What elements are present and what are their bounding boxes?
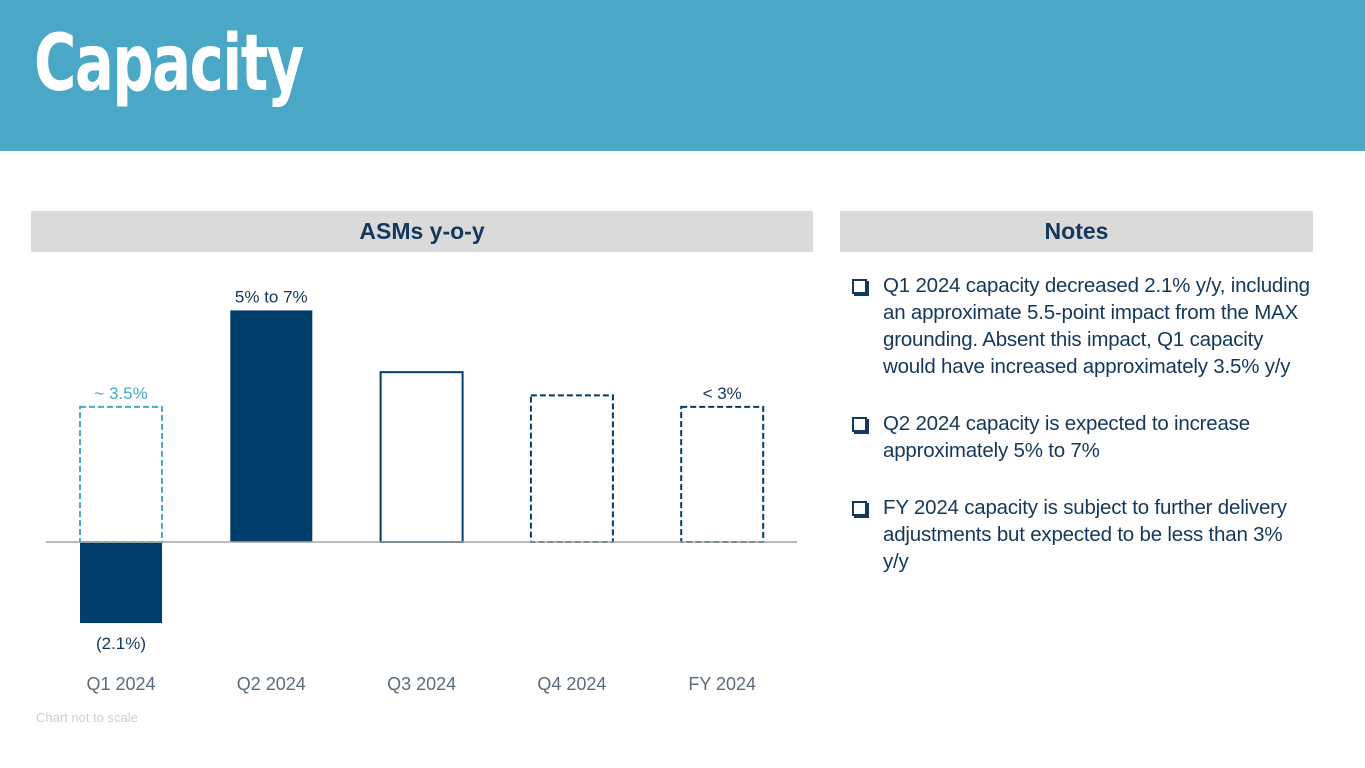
page-title: Capacity <box>34 19 304 109</box>
bar-q4-2024-dashed <box>529 394 614 543</box>
note-item: FY 2024 capacity is subject to further d… <box>852 494 1312 575</box>
data-label: ~ 3.5% <box>94 384 147 403</box>
x-tick-label: FY 2024 <box>688 674 756 694</box>
data-label: 5% to 7% <box>235 287 308 306</box>
chart-panel-title: ASMs y-o-y <box>31 211 813 252</box>
note-item: Q2 2024 capacity is expected to increase… <box>852 410 1312 464</box>
bar-q3-2024-outline <box>379 371 464 543</box>
notes-list: Q1 2024 capacity decreased 2.1% y/y, inc… <box>852 272 1312 605</box>
note-item: Q1 2024 capacity decreased 2.1% y/y, inc… <box>852 272 1312 380</box>
x-tick-label: Q2 2024 <box>237 674 306 694</box>
data-label: (2.1%) <box>96 634 146 653</box>
checkbox-bullet-icon <box>852 501 867 516</box>
x-tick-label: Q4 2024 <box>537 674 606 694</box>
data-label: < 3% <box>703 384 742 403</box>
checkbox-bullet-icon <box>852 279 867 294</box>
bar-q1-2024-dashed <box>79 405 163 543</box>
notes-panel-title: Notes <box>840 211 1313 252</box>
note-text: Q2 2024 capacity is expected to increase… <box>883 412 1250 462</box>
bar-q1-2024-solid <box>80 542 162 624</box>
x-tick-label: Q3 2024 <box>387 674 456 694</box>
bar-fy-2024-dashed <box>680 405 765 543</box>
bar-q2-2024-solid <box>230 310 313 542</box>
asm-bar-chart: (2.1%) ~ 3.5% 5% to 7% < 3% Q1 2024 Q2 2024 Q3… <box>46 287 797 694</box>
x-tick-label: Q1 2024 <box>86 674 155 694</box>
note-text: Q1 2024 capacity decreased 2.1% y/y, inc… <box>883 274 1310 378</box>
checkbox-bullet-icon <box>852 417 867 432</box>
header-band: Capacity <box>0 0 1365 151</box>
chart-footnote: Chart not to scale <box>36 710 138 725</box>
note-text: FY 2024 capacity is subject to further d… <box>883 496 1287 573</box>
